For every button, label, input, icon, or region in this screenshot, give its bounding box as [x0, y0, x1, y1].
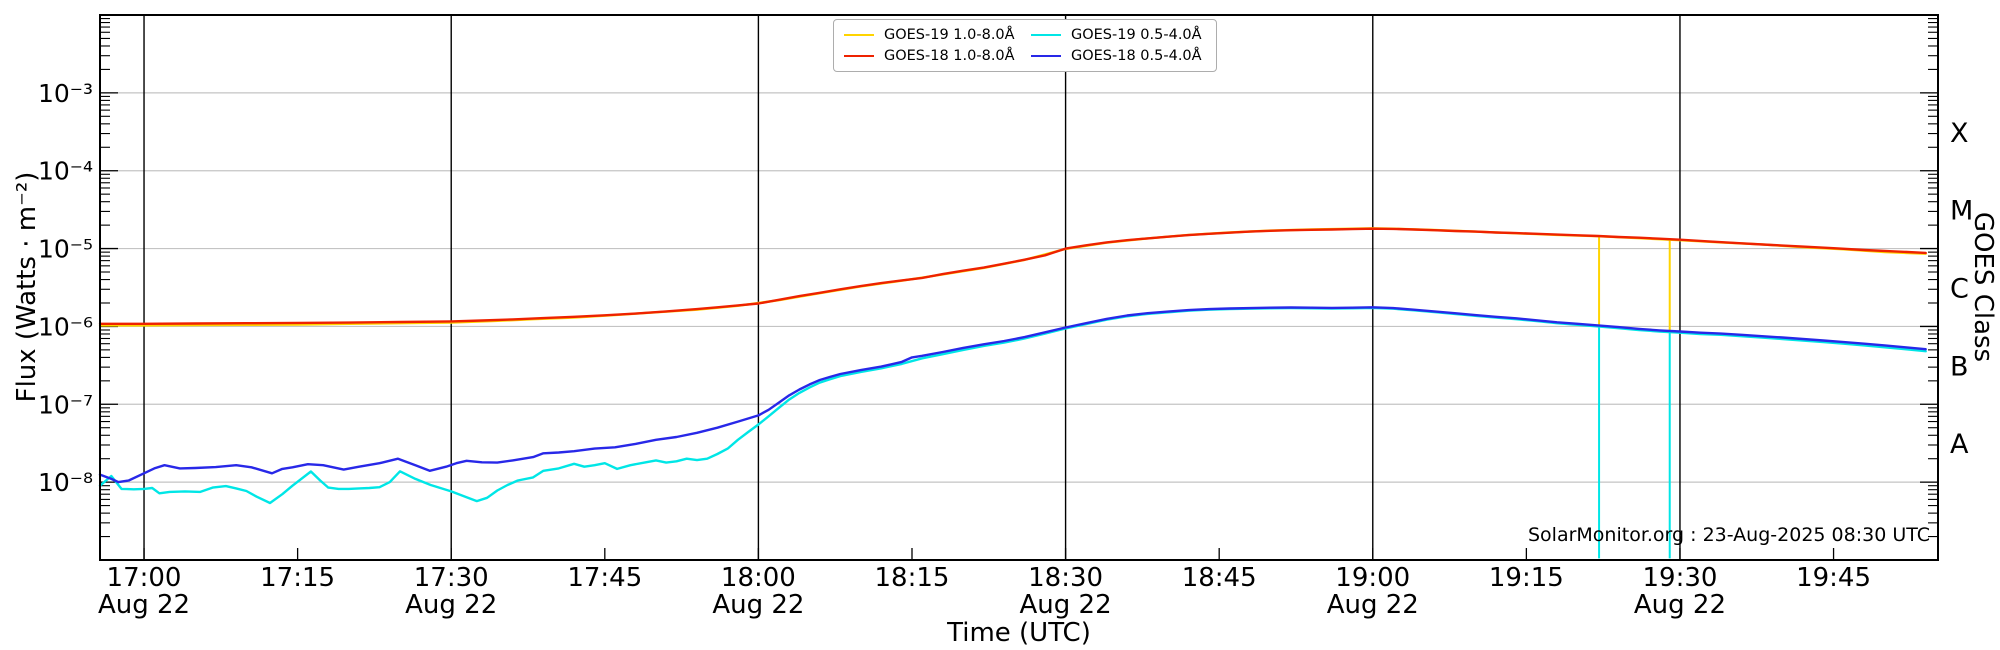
x-tick-date: Aug 22	[405, 590, 497, 620]
y-tick-label: 10⁻⁷	[38, 390, 93, 419]
x-tick-label: 19:00	[1335, 563, 1410, 593]
x-tick-label: 17:15	[260, 563, 335, 593]
x-tick-label: 19:45	[1796, 563, 1871, 593]
legend-item-goes19-long: GOES-19 1.0-8.0Å	[844, 27, 1019, 43]
x-tick-label: 17:00	[107, 563, 182, 593]
legend-swatch-goes18-short	[1031, 55, 1061, 57]
x-tick-date: Aug 22	[98, 590, 190, 620]
legend-item-goes18-long: GOES-18 1.0-8.0Å	[844, 48, 1019, 64]
x-tick-date: Aug 22	[1327, 590, 1419, 620]
x-tick-date: Aug 22	[1634, 590, 1726, 620]
goes-class-label: X	[1950, 118, 1969, 149]
goes-class-label: B	[1950, 351, 1969, 382]
plot-frame	[99, 14, 1939, 561]
legend-label: GOES-19 1.0-8.0Å	[884, 27, 1015, 43]
y-axis-label-left: Flux (Watts · m⁻²)	[12, 171, 42, 403]
series-goes19-long	[98, 227, 1927, 327]
legend-label: GOES-19 0.5-4.0Å	[1071, 27, 1202, 43]
x-tick-label: 19:15	[1489, 563, 1564, 593]
y-tick-label: 10⁻⁶	[38, 312, 93, 341]
x-axis-label: Time (UTC)	[947, 618, 1091, 648]
goes-class-label: C	[1950, 274, 1969, 305]
credit-text: SolarMonitor.org : 23-Aug-2025 08:30 UTC	[1527, 524, 1930, 546]
x-tick-date: Aug 22	[1020, 590, 1112, 620]
x-tick-label: 18:30	[1028, 563, 1103, 593]
goes-class-label: M	[1950, 196, 1973, 227]
x-tick-label: 17:45	[567, 563, 642, 593]
legend-item-goes19-short: GOES-19 0.5-4.0Å	[1031, 27, 1206, 43]
legend-swatch-goes18-long	[844, 55, 874, 57]
series-goes19-short	[98, 306, 1927, 505]
y-tick-label: 10⁻⁴	[38, 157, 93, 186]
y-tick-label: 10⁻⁸	[38, 468, 93, 497]
x-tick-label: 19:30	[1642, 563, 1717, 593]
series-goes18-long	[98, 227, 1927, 325]
legend-swatch-goes19-long	[844, 34, 874, 36]
y-axis-label-right: GOES Class	[1968, 211, 1998, 363]
x-tick-date: Aug 22	[712, 590, 804, 620]
x-tick-label: 18:00	[721, 563, 796, 593]
legend-item-goes18-short: GOES-18 0.5-4.0Å	[1031, 48, 1206, 64]
legend-label: GOES-18 1.0-8.0Å	[884, 48, 1015, 64]
goes-class-label: A	[1950, 429, 1969, 460]
y-tick-label: 10⁻⁵	[38, 235, 93, 264]
legend: GOES-19 1.0-8.0Å GOES-18 1.0-8.0Å GOES-1…	[833, 19, 1217, 72]
series-goes18-short	[98, 306, 1927, 484]
x-tick-label: 17:30	[414, 563, 489, 593]
y-tick-label: 10⁻³	[38, 79, 93, 108]
legend-label: GOES-18 0.5-4.0Å	[1071, 48, 1202, 64]
legend-swatch-goes19-short	[1031, 34, 1061, 36]
x-tick-label: 18:45	[1182, 563, 1257, 593]
x-tick-label: 18:15	[875, 563, 950, 593]
